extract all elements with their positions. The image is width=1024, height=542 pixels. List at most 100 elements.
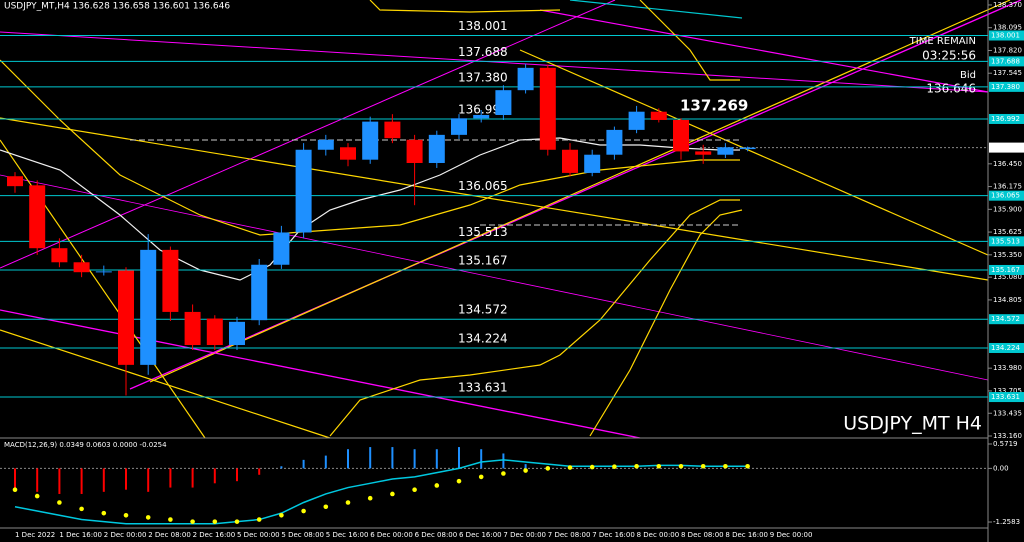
x-tick-label: 7 Dec 16:00 [592,531,635,539]
level-tag [989,56,1024,67]
trend-line [539,9,989,93]
signal-dot [345,500,351,505]
signal-dot [79,506,84,512]
signal-dot [301,508,306,514]
trend-line [0,31,989,93]
signal-dot [567,465,573,470]
level-tag [989,342,1024,353]
signal-dot [723,463,728,469]
signal-dot [390,491,395,497]
band-line [589,209,743,437]
y-tick-label: 135.350 [993,251,1022,259]
x-tick-label: 5 Dec 16:00 [326,531,369,539]
candle-body [29,185,46,249]
band-line [0,59,740,236]
signal-dot [678,463,684,469]
x-tick-label: 6 Dec 08:00 [415,531,458,539]
x-tick-label: 1 Dec 16:00 [59,531,102,539]
signal-dot [145,515,151,520]
y-tick-label: 136.450 [993,160,1022,168]
candle-body [717,147,734,155]
candle-body [184,311,201,346]
level-label: 136.992 [458,102,508,116]
y-tick-label: 133.705 [993,387,1022,395]
level-label: 136.065 [458,179,508,193]
y-tick-label: 137.545 [993,69,1022,77]
x-tick-label: 5 Dec 08:00 [281,531,324,539]
x-tick-label: 2 Dec 16:00 [193,531,236,539]
y-tick-label: 0.00 [993,464,1009,472]
signal-dot [634,463,639,469]
bid-tag-label: 136.646 [991,144,1020,152]
signal-dot [478,474,484,480]
signal-dot [545,466,551,471]
candle-body [140,249,157,365]
time-remain-label: TIME REMAIN [909,36,976,47]
band-line [329,199,740,437]
level-tag-label: 133.631 [991,393,1020,401]
signal-dot [34,493,40,499]
level-tag [989,81,1024,92]
level-label: 133.631 [458,381,508,395]
signal-dot [12,487,18,493]
signal-dot [190,519,195,524]
bid-tag [989,142,1024,153]
trend-line [0,0,616,269]
candle-body [251,264,268,321]
level-tag-label: 138.001 [991,31,1020,39]
x-tick-label: 6 Dec 00:00 [370,531,413,539]
level-tag [989,314,1024,325]
candle-body [295,149,312,233]
y-tick-label: 0.5719 [993,440,1018,448]
signal-dot [123,512,129,518]
candle-body [451,118,467,135]
signal-dot [323,504,329,510]
level-tag-label: 136.992 [991,115,1020,123]
x-tick-label: 7 Dec 00:00 [503,531,546,539]
y-tick-label: 135.900 [993,205,1022,213]
y-tick-label: 138.095 [993,24,1022,32]
level-label: 137.380 [458,70,508,84]
x-tick-label: 8 Dec 16:00 [725,531,768,539]
candle-body [628,111,645,130]
symbol-header: USDJPY_MT,H4 136.628 136.658 136.601 136… [4,2,230,12]
level-tag-label: 137.688 [991,57,1020,65]
time-remain: 03:25:56 [922,49,976,63]
band-line [369,0,561,13]
candle-body [362,121,379,160]
level-label: 134.224 [458,331,508,345]
signal-dot [700,463,706,469]
level-label: 138.001 [458,19,508,33]
level-tag [989,392,1024,403]
candle-body [562,149,578,173]
trend-line [0,309,641,439]
candle-body [673,119,689,152]
y-tick-label: 138.370 [993,1,1022,9]
signal-dot [456,478,462,484]
signal-dot [367,495,373,501]
level-label: 134.572 [458,303,508,317]
candle-body [206,318,223,346]
candle-body [384,121,401,139]
level-tag [989,190,1024,201]
signal-dot [101,510,107,516]
candle-body [229,321,245,346]
x-tick-label: 1 Dec 2022 [15,531,55,539]
candle-body [473,115,490,119]
signal-dot [168,517,173,522]
candle-body [584,154,601,173]
x-tick-label: 8 Dec 08:00 [681,531,724,539]
x-tick-label: 7 Dec 08:00 [548,531,591,539]
x-tick-label: 9 Dec 00:00 [770,531,813,539]
candle-body [95,271,112,273]
candle-body [7,176,23,187]
y-tick-label: 136.175 [993,183,1022,191]
trend-line [569,0,743,19]
band-line [639,0,740,81]
signal-dot [745,463,750,469]
candle-body [739,147,756,150]
signal-dot [656,463,662,469]
trend-line [0,117,989,281]
x-tick-label: 2 Dec 08:00 [148,531,191,539]
